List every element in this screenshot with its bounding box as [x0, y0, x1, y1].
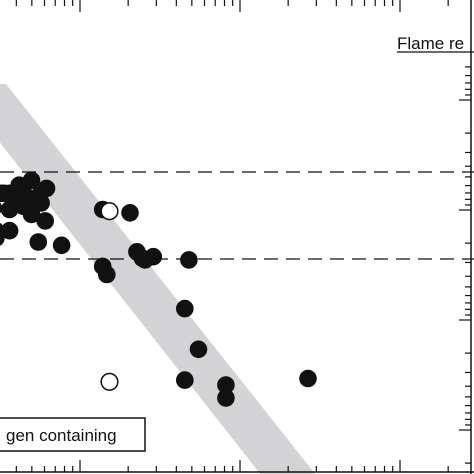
data-points — [0, 171, 317, 407]
axis-ticks — [15, 0, 471, 472]
filled-data-point — [121, 204, 139, 222]
grey-band — [0, 84, 316, 474]
filled-data-point — [299, 369, 317, 388]
reference-lines — [0, 171, 474, 260]
filled-data-point — [52, 236, 71, 255]
filled-data-point — [0, 221, 19, 240]
filled-data-point — [36, 212, 55, 230]
filled-data-point — [189, 340, 208, 359]
filled-data-point — [176, 299, 194, 318]
filled-data-point — [180, 251, 198, 269]
open-data-point — [100, 202, 119, 221]
filled-data-point — [176, 371, 194, 389]
filled-data-point — [22, 171, 41, 190]
filled-data-point — [0, 200, 19, 219]
legend-label: gen containing — [6, 426, 117, 445]
filled-data-point — [29, 233, 48, 251]
filled-data-point — [32, 194, 50, 212]
filled-data-point — [144, 247, 163, 266]
open-data-point — [100, 372, 119, 391]
filled-data-point — [217, 389, 235, 407]
legend-box: gen containing — [0, 417, 146, 452]
filled-data-point — [98, 265, 116, 284]
header-label: Flame re — [397, 34, 464, 53]
